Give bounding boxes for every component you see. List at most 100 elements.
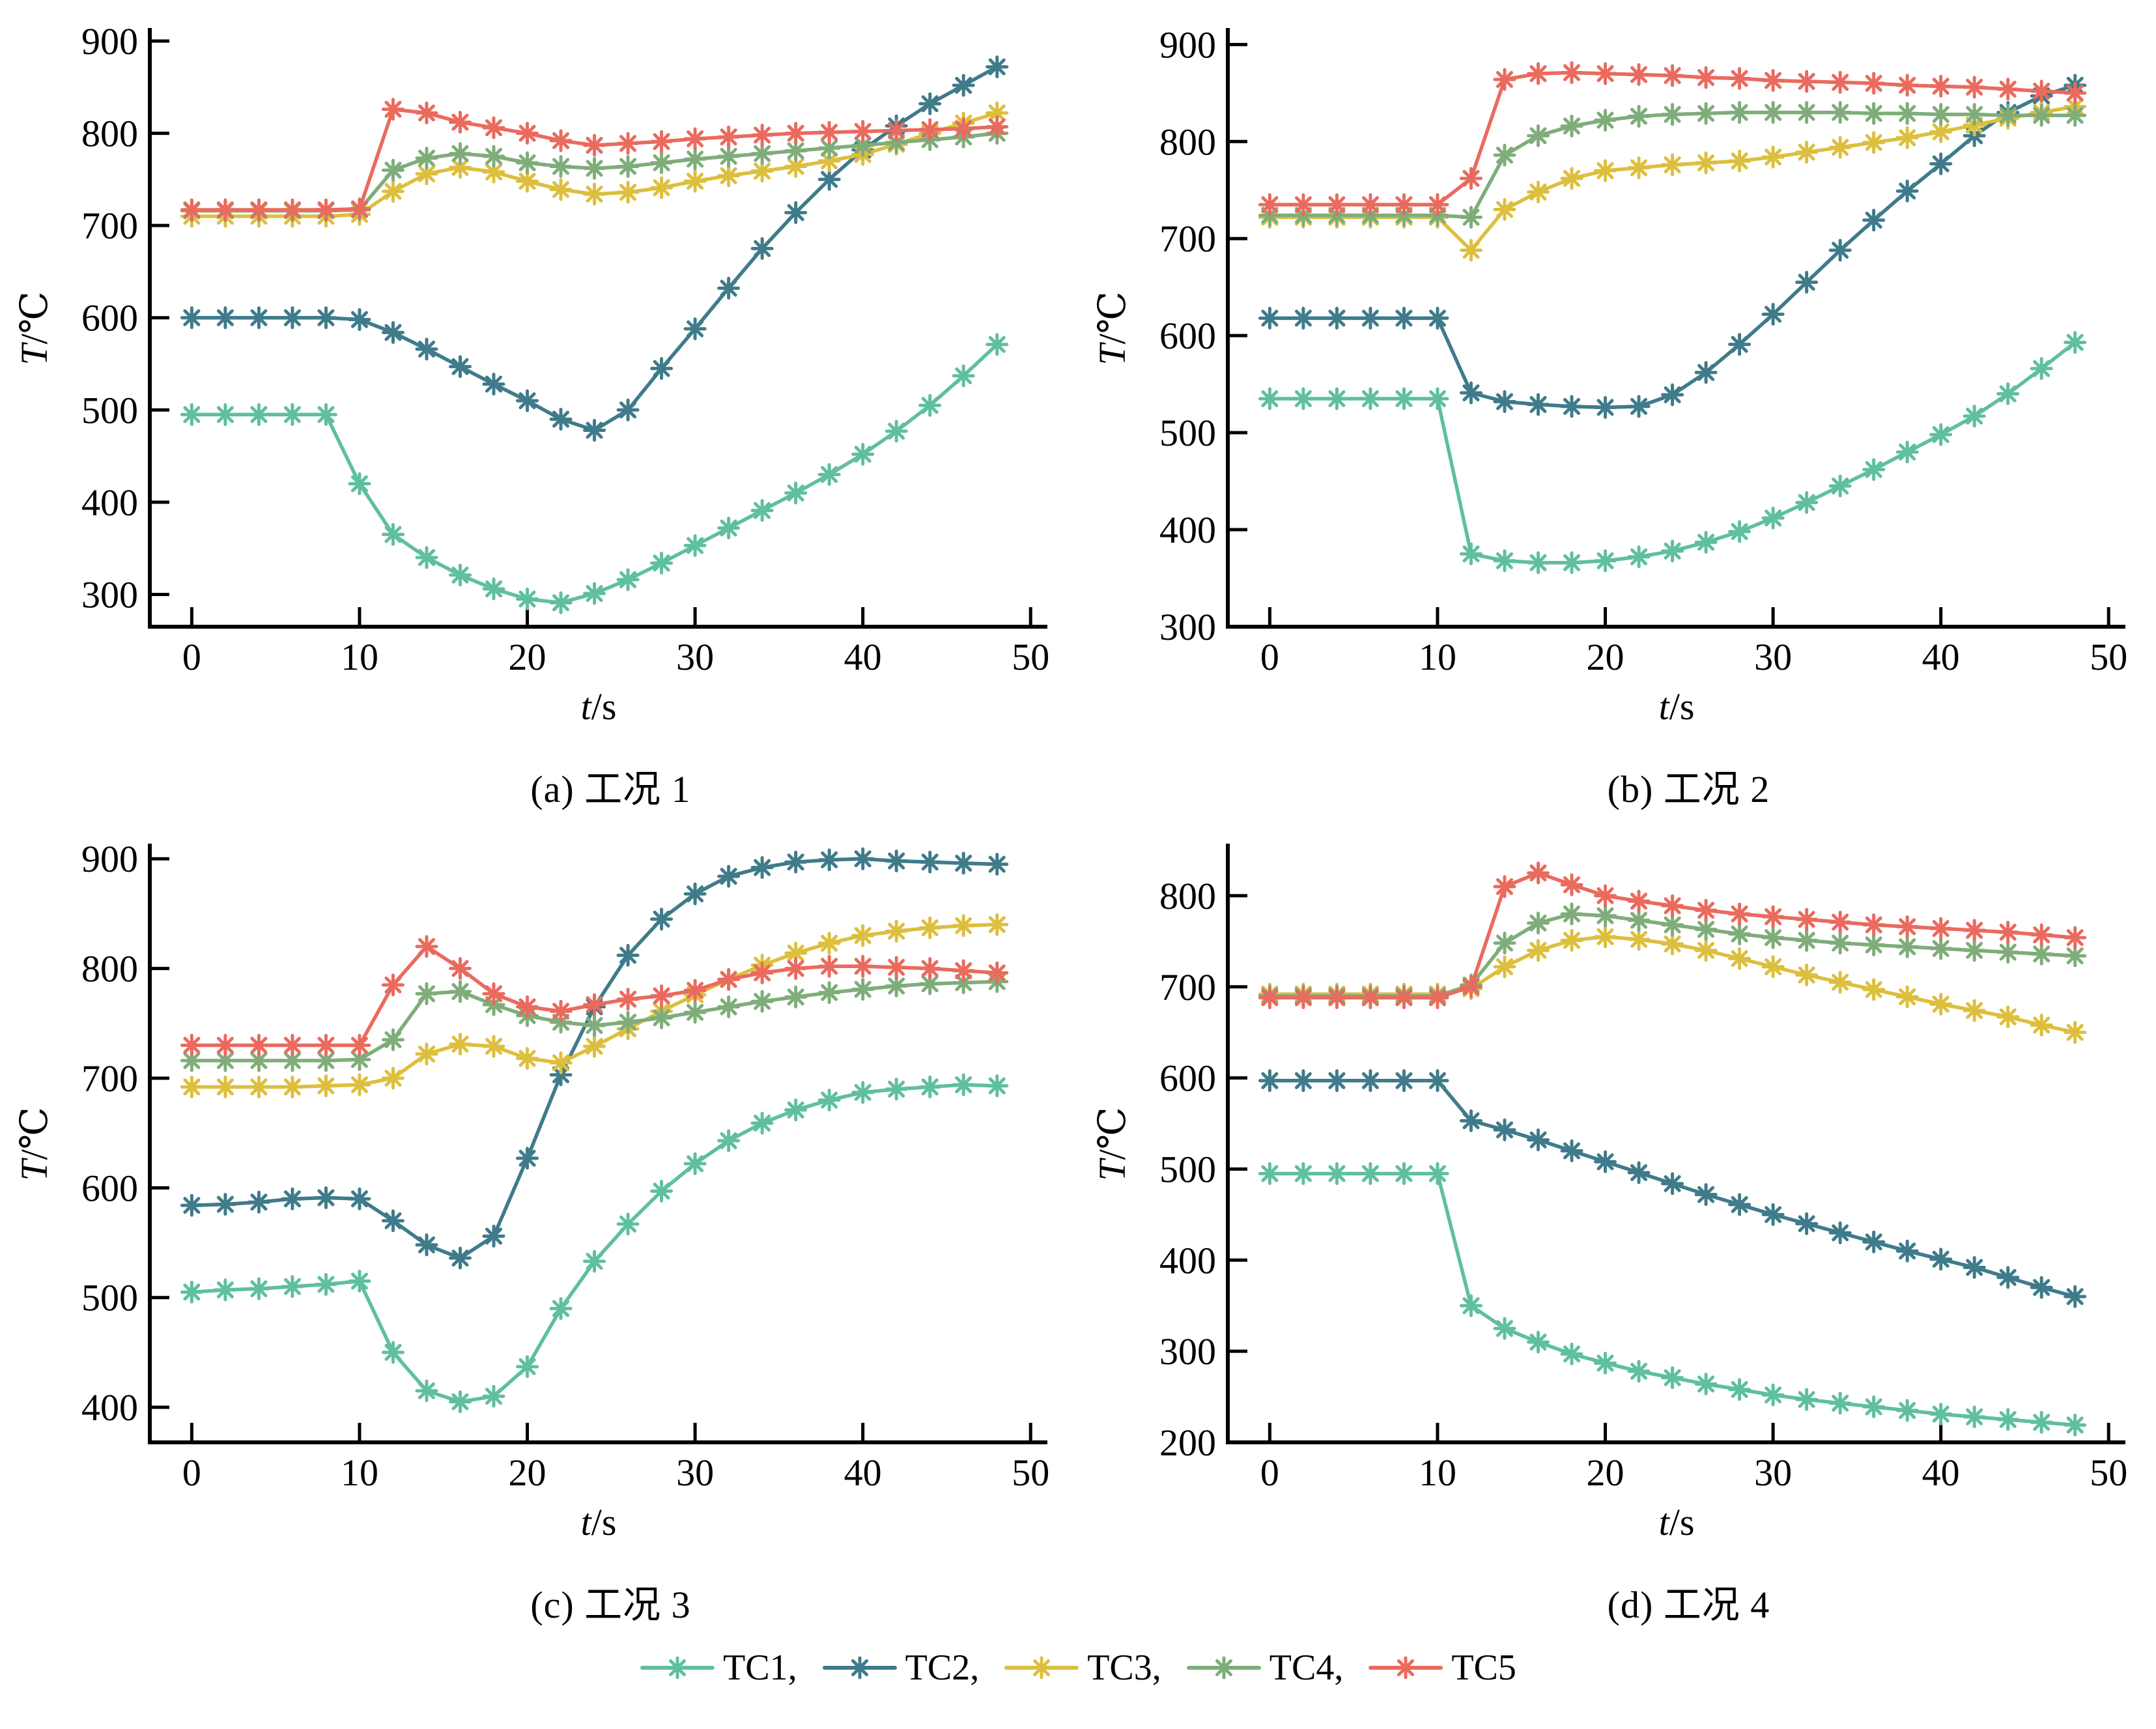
- x-tick-label: 50: [2090, 1451, 2127, 1494]
- caption-b: (b) 工况 2: [1607, 768, 1770, 810]
- chart-d: 0 10 20 30 40 50 200 300 400 500 600 700 800 t/s T/℃: [1091, 844, 2127, 1543]
- x-tick-label: 40: [1922, 636, 1959, 678]
- legend-swatch-tc2-icon: [822, 1656, 897, 1679]
- series-tc1: [1258, 1162, 2086, 1436]
- series-tc2: [180, 847, 1008, 1270]
- y-tick-label: 700: [81, 205, 138, 247]
- y-tick-label: 200: [1159, 1422, 1216, 1464]
- series-tc5: [1258, 861, 2086, 1010]
- y-tick-label: 900: [81, 838, 138, 880]
- y-tick-label: 500: [81, 389, 138, 431]
- series-markers-tc2: [180, 55, 1008, 442]
- series-markers-tc5: [1258, 861, 2086, 1010]
- caption-a: (a) 工况 1: [530, 768, 691, 810]
- legend-label-tc3: TC3,: [1087, 1648, 1161, 1688]
- legend-label-tc4: TC4,: [1269, 1648, 1344, 1688]
- series-markers-tc5: [180, 935, 1008, 1057]
- y-tick-label: 800: [1159, 875, 1216, 917]
- y-axis-label: T/℃: [13, 1107, 55, 1180]
- x-tick-label: 30: [1754, 636, 1792, 678]
- x-tick-label: 10: [340, 1451, 378, 1494]
- x-tick-label: 0: [1260, 1451, 1279, 1494]
- series-tc5: [180, 98, 1008, 221]
- x-tick-label: 20: [1586, 636, 1624, 678]
- x-tick-label: 10: [1418, 1451, 1456, 1494]
- chart-c: 0 10 20 30 40 50 400 500 600 700 800 900 t/s T/℃: [13, 838, 1049, 1543]
- y-tick-label: 300: [1159, 1330, 1216, 1373]
- cell-b: 0 10 20 30 40 50 300 400 500 600 700 800 900 t/s T/℃ (…: [1078, 7, 2156, 822]
- x-tick-label: 0: [1260, 636, 1279, 678]
- y-tick-label: 900: [1159, 23, 1216, 66]
- chart-grid: 0 10 20 30 40 50 300 400 500 600 700 800 900 t/s T/℃ (…: [0, 7, 2156, 1638]
- legend-label-tc2: TC2,: [905, 1648, 980, 1688]
- y-tick-label: 800: [81, 948, 138, 990]
- x-tick-label: 0: [182, 636, 201, 678]
- y-axis-label: T/℃: [1091, 1107, 1133, 1180]
- legend: TC1, TC2, TC3, TC4, TC5: [640, 1647, 1516, 1689]
- chart-b: 0 10 20 30 40 50 300 400 500 600 700 800 900 t/s T/℃: [1091, 23, 2127, 728]
- legend-item-tc1: TC1,: [640, 1647, 797, 1689]
- x-tick-label: 30: [676, 636, 714, 678]
- x-axis-label: t/s: [1658, 1501, 1694, 1543]
- legend-item-tc3: TC3,: [1004, 1647, 1161, 1689]
- series-tc4: [180, 970, 1008, 1072]
- y-tick-label: 700: [1159, 966, 1216, 1008]
- y-tick-label: 700: [1159, 218, 1216, 260]
- legend-label-tc1: TC1,: [723, 1648, 797, 1688]
- cell-c: 0 10 20 30 40 50 400 500 600 700 800 900 t/s T/℃ (c) …: [0, 822, 1078, 1638]
- y-tick-label: 400: [81, 481, 138, 524]
- x-tick-label: 20: [1586, 1451, 1624, 1494]
- x-tick-label: 40: [844, 1451, 881, 1494]
- legend-label-tc5: TC5: [1451, 1648, 1516, 1688]
- y-tick-label: 500: [1159, 1148, 1216, 1190]
- x-tick-label: 30: [676, 1451, 714, 1494]
- caption-d: (d) 工况 4: [1607, 1584, 1770, 1626]
- x-tick-label: 40: [1922, 1451, 1959, 1494]
- series-tc2: [180, 55, 1008, 442]
- series-tc5: [180, 935, 1008, 1057]
- y-tick-label: 800: [81, 113, 138, 155]
- caption-c: (c) 工况 3: [530, 1584, 691, 1626]
- x-tick-label: 20: [508, 636, 546, 678]
- legend-swatch-tc4-icon: [1186, 1656, 1261, 1679]
- legend-item-tc5: TC5: [1368, 1647, 1516, 1689]
- y-tick-label: 300: [1159, 606, 1216, 648]
- y-tick-label: 500: [81, 1277, 138, 1319]
- y-tick-label: 700: [81, 1057, 138, 1100]
- y-tick-label: 600: [81, 297, 138, 339]
- series-tc2: [1258, 1069, 2086, 1308]
- y-tick-label: 600: [81, 1167, 138, 1209]
- x-tick-label: 30: [1754, 1451, 1792, 1494]
- chart-a: 0 10 20 30 40 50 300 400 500 600 700 800 900 t/s T/℃: [13, 20, 1049, 728]
- legend-swatch-tc5-icon: [1369, 1656, 1443, 1679]
- legend-item-tc4: TC4,: [1186, 1647, 1344, 1689]
- series-tc3: [1258, 925, 2086, 1044]
- series-tc1: [180, 333, 1008, 614]
- y-tick-label: 400: [1159, 509, 1216, 551]
- series-tc5: [1258, 61, 2086, 216]
- legend-item-tc2: TC2,: [822, 1647, 980, 1689]
- series-markers-tc5: [1258, 61, 2086, 216]
- y-tick-label: 400: [81, 1386, 138, 1429]
- y-tick-label: 900: [81, 20, 138, 63]
- x-axis-label: t/s: [580, 685, 616, 728]
- y-axis-label: T/℃: [1091, 291, 1133, 365]
- series-markers-tc3: [1258, 925, 2086, 1044]
- x-tick-label: 50: [1012, 1451, 1049, 1494]
- y-tick-label: 600: [1159, 1057, 1216, 1100]
- x-tick-label: 10: [1418, 636, 1456, 678]
- y-axis-label: T/℃: [13, 291, 55, 365]
- x-axis-label: t/s: [580, 1501, 616, 1543]
- y-tick-label: 600: [1159, 315, 1216, 357]
- series-markers-tc1: [1258, 1162, 2086, 1436]
- series-markers-tc1: [180, 333, 1008, 614]
- x-tick-label: 50: [2090, 636, 2127, 678]
- y-tick-label: 300: [81, 573, 138, 616]
- x-axis-label: t/s: [1658, 685, 1694, 728]
- y-tick-label: 500: [1159, 412, 1216, 454]
- x-tick-label: 10: [340, 636, 378, 678]
- x-tick-label: 20: [508, 1451, 546, 1494]
- y-tick-label: 400: [1159, 1239, 1216, 1281]
- x-tick-label: 40: [844, 636, 881, 678]
- series-tc1: [1258, 331, 2086, 575]
